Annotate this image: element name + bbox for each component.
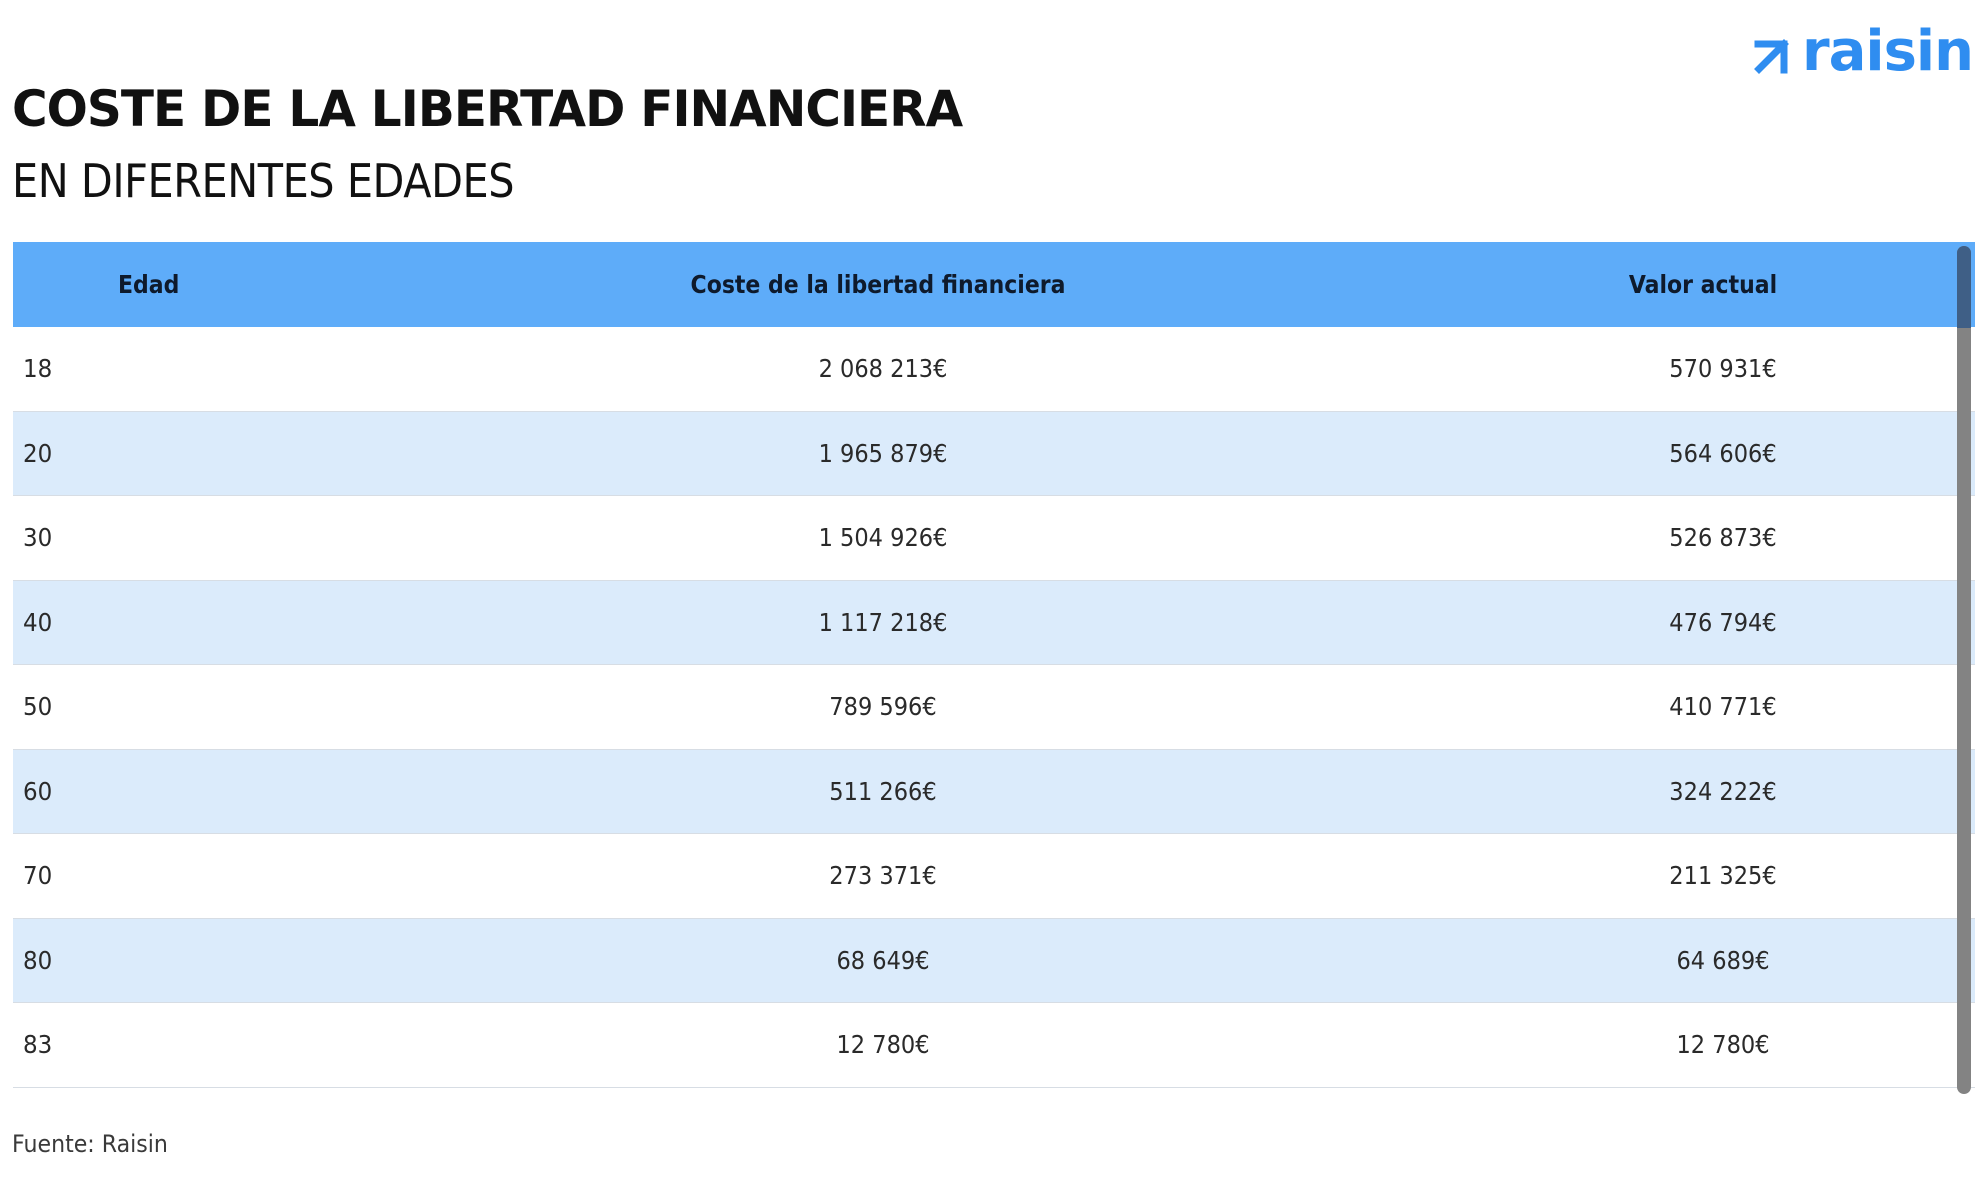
arrow-up-right-icon [1754, 39, 1789, 74]
cell-age: 60 [23, 776, 53, 806]
cell-value: 410 771€ [1669, 692, 1777, 721]
cell-value: 570 931€ [1669, 354, 1777, 383]
cell-cost: 2 068 213€ [818, 354, 948, 383]
page-subtitle: EN DIFERENTES EDADES [12, 154, 515, 208]
cell-cost: 1 965 879€ [818, 438, 948, 468]
table-row: 30 1 504 926€ 526 873€ [13, 496, 1975, 581]
cell-value: 476 794€ [1669, 607, 1777, 637]
column-header-value: Valor actual [1628, 270, 1778, 299]
cell-age: 80 [23, 945, 53, 975]
table-row: 80 68 649€ 64 689€ [13, 918, 1975, 1003]
table-row: 18 2 068 213€ 570 931€ [13, 327, 1975, 412]
table-scrollbar[interactable] [1957, 246, 1971, 1094]
cell-value: 564 606€ [1669, 438, 1777, 468]
logo-text: raisin [1802, 19, 1974, 84]
column-header-age: Edad [118, 270, 180, 299]
page-title: COSTE DE LA LIBERTAD FINANCIERA [12, 80, 963, 138]
cell-value: 12 780€ [1676, 1030, 1770, 1059]
cell-cost: 1 117 218€ [818, 607, 948, 637]
table-row: 40 1 117 218€ 476 794€ [13, 580, 1975, 665]
table-row: 60 511 266€ 324 222€ [13, 749, 1975, 834]
cell-value: 324 222€ [1669, 776, 1777, 806]
cell-cost: 12 780€ [836, 1030, 930, 1059]
data-table: Edad Coste de la libertad financiera Val… [13, 242, 1975, 1100]
cell-age: 83 [23, 1030, 53, 1059]
cell-value: 526 873€ [1669, 523, 1777, 552]
cell-cost: 273 371€ [829, 861, 937, 890]
cell-cost: 68 649€ [836, 945, 930, 975]
cell-age: 40 [23, 607, 53, 637]
cell-cost: 1 504 926€ [818, 523, 948, 552]
source-note: Fuente: Raisin [12, 1130, 168, 1158]
cell-age: 18 [23, 354, 53, 383]
column-header-cost: Coste de la libertad financiera [690, 270, 1066, 299]
cell-age: 50 [23, 692, 53, 721]
raisin-logo: raisin [1752, 19, 1974, 84]
table-row: 50 789 596€ 410 771€ [13, 665, 1975, 750]
table-row: 83 12 780€ 12 780€ [13, 1003, 1975, 1088]
cell-cost: 511 266€ [829, 776, 937, 806]
cell-age: 70 [23, 861, 53, 890]
table-row: 20 1 965 879€ 564 606€ [13, 411, 1975, 496]
cell-age: 30 [23, 523, 53, 552]
cell-value: 211 325€ [1669, 861, 1777, 890]
table-body: 18 2 068 213€ 570 931€ 20 1 965 879€ 564… [13, 327, 1975, 1088]
cell-age: 20 [23, 438, 53, 468]
scrollbar-thumb[interactable] [1957, 246, 1971, 328]
cell-cost: 789 596€ [829, 692, 937, 721]
cell-value: 64 689€ [1676, 945, 1770, 975]
table-header: Edad Coste de la libertad financiera Val… [13, 242, 1975, 327]
table-row: 70 273 371€ 211 325€ [13, 834, 1975, 919]
